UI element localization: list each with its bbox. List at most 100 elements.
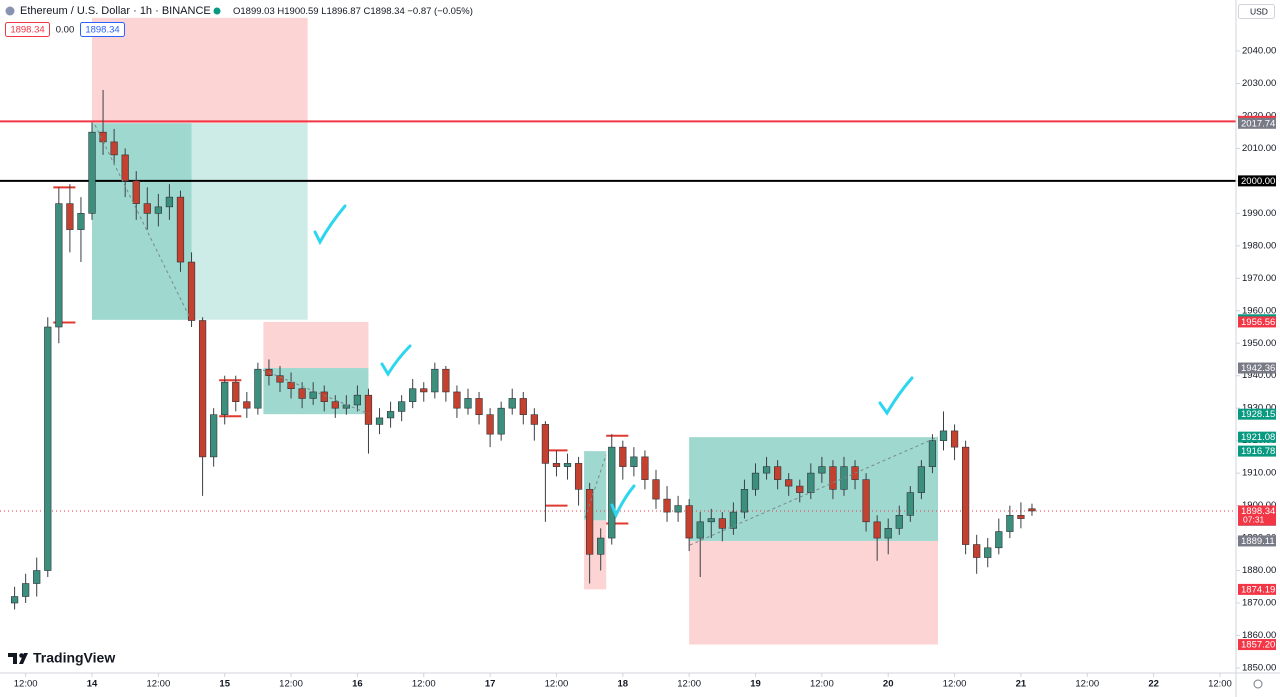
candle-body [198,320,207,458]
buy-badge[interactable] [80,22,125,37]
candle-body [1028,508,1036,512]
y-tick-label: 1990.00 [1242,208,1276,219]
candle-body [552,463,561,467]
candle-body [729,511,738,529]
x-tick-label: 12:00 [1075,679,1099,690]
y-tick-label: 1910.00 [1242,468,1276,479]
candle-body [298,388,306,399]
price-marker-label: 1921.08 [1241,432,1275,443]
status-dot [213,7,221,15]
candle-body [464,398,472,409]
y-tick-label: 2040.00 [1242,46,1276,57]
candle-body [641,456,649,480]
candle-body [1017,515,1025,519]
stop-zone [689,540,938,645]
x-tick-label: 17 [485,679,496,690]
candle-body [586,489,594,555]
candle-body [663,498,671,513]
brand: TradingView [8,650,115,666]
x-tick-label: 16 [352,679,363,690]
candle-body [685,505,693,539]
y-tick-label: 1850.00 [1242,662,1276,673]
candle-body [375,417,384,425]
x-tick-label: 15 [219,679,230,690]
sell-badge[interactable] [5,22,50,37]
candle-body [364,394,373,425]
candle-body [674,505,682,513]
candle-body [353,394,362,406]
candle-body [597,537,605,555]
trend-dash [584,454,607,519]
buy-price[interactable]: 1898.34 [85,25,119,36]
candle-body [486,414,494,435]
candle-body [718,518,726,529]
y-tick-label: 1970.00 [1242,273,1276,284]
logo-mark [8,653,28,664]
currency[interactable]: USD [1250,6,1268,16]
candle-body [962,446,970,545]
price-marker [1238,316,1276,328]
price-marker [1238,175,1276,187]
candle-body [818,466,826,474]
candle-body [176,196,185,263]
candle-body [165,196,174,208]
candle-body [774,466,782,480]
header: Ethereum / U.S. Dollar · 1h · BINANCE O1… [5,4,1275,37]
candle-body [928,440,937,467]
x-tick-label: 14 [87,679,98,690]
x-tick-label: 12:00 [677,679,701,690]
candle-body [22,583,30,597]
candle-body [950,430,959,448]
candle-body [77,213,85,230]
candle-body [508,398,516,409]
x-tick-label: 19 [750,679,761,690]
candle-body [143,203,151,214]
price-marker-label: 1874.19 [1241,584,1275,595]
candle-body [287,381,295,389]
x-tick-label: 12:00 [14,679,38,690]
candle-body [409,388,417,402]
settings-icon[interactable] [1253,679,1263,689]
y-tick-label: 2030.00 [1242,78,1276,89]
currency-button[interactable] [1238,4,1275,19]
candle-body [563,463,572,467]
sell-price[interactable]: 1898.34 [10,25,44,36]
candle-body [386,411,395,419]
y-tick-label: 1930.00 [1242,403,1276,414]
candle-body [442,368,450,393]
checkmark [313,204,347,246]
price-marker-label: 2017.74 [1241,118,1275,129]
candle-body [530,414,538,425]
candle-body [221,381,229,415]
candle-body [331,401,339,409]
candle-body [574,463,583,490]
ohlc-key: L [321,6,326,17]
candle-body [995,531,1003,549]
candle-body [254,368,262,409]
candle-body [840,466,848,490]
candle-body [796,485,804,493]
ohlc-key: C [364,6,371,17]
checkmark [610,484,636,519]
candle-body [10,596,19,604]
candle-body [785,479,793,487]
ohlc-key: O [233,6,240,17]
x-tick-label: 18 [618,679,629,690]
candle-body [740,489,749,513]
price-marker-label: 1928.15 [1241,409,1275,420]
candle-body [210,414,218,458]
stop-zone [263,321,369,369]
candle-body [55,203,63,328]
stop-zone [92,17,308,124]
candle-body [154,206,162,214]
candle-body [320,391,328,402]
y-tick-label: 1870.00 [1242,598,1276,609]
ohlc: O1899.03 H1900.59 L1896.87 C1898.34 −0.8… [233,6,473,17]
x-tick-label: 12:00 [279,679,303,690]
candle-body [652,479,660,500]
candle-body [696,521,704,539]
ohlc-value: 1898.34 [370,6,404,17]
candle-body [762,466,771,474]
price-marker-label: 1942.36 [1241,363,1275,374]
